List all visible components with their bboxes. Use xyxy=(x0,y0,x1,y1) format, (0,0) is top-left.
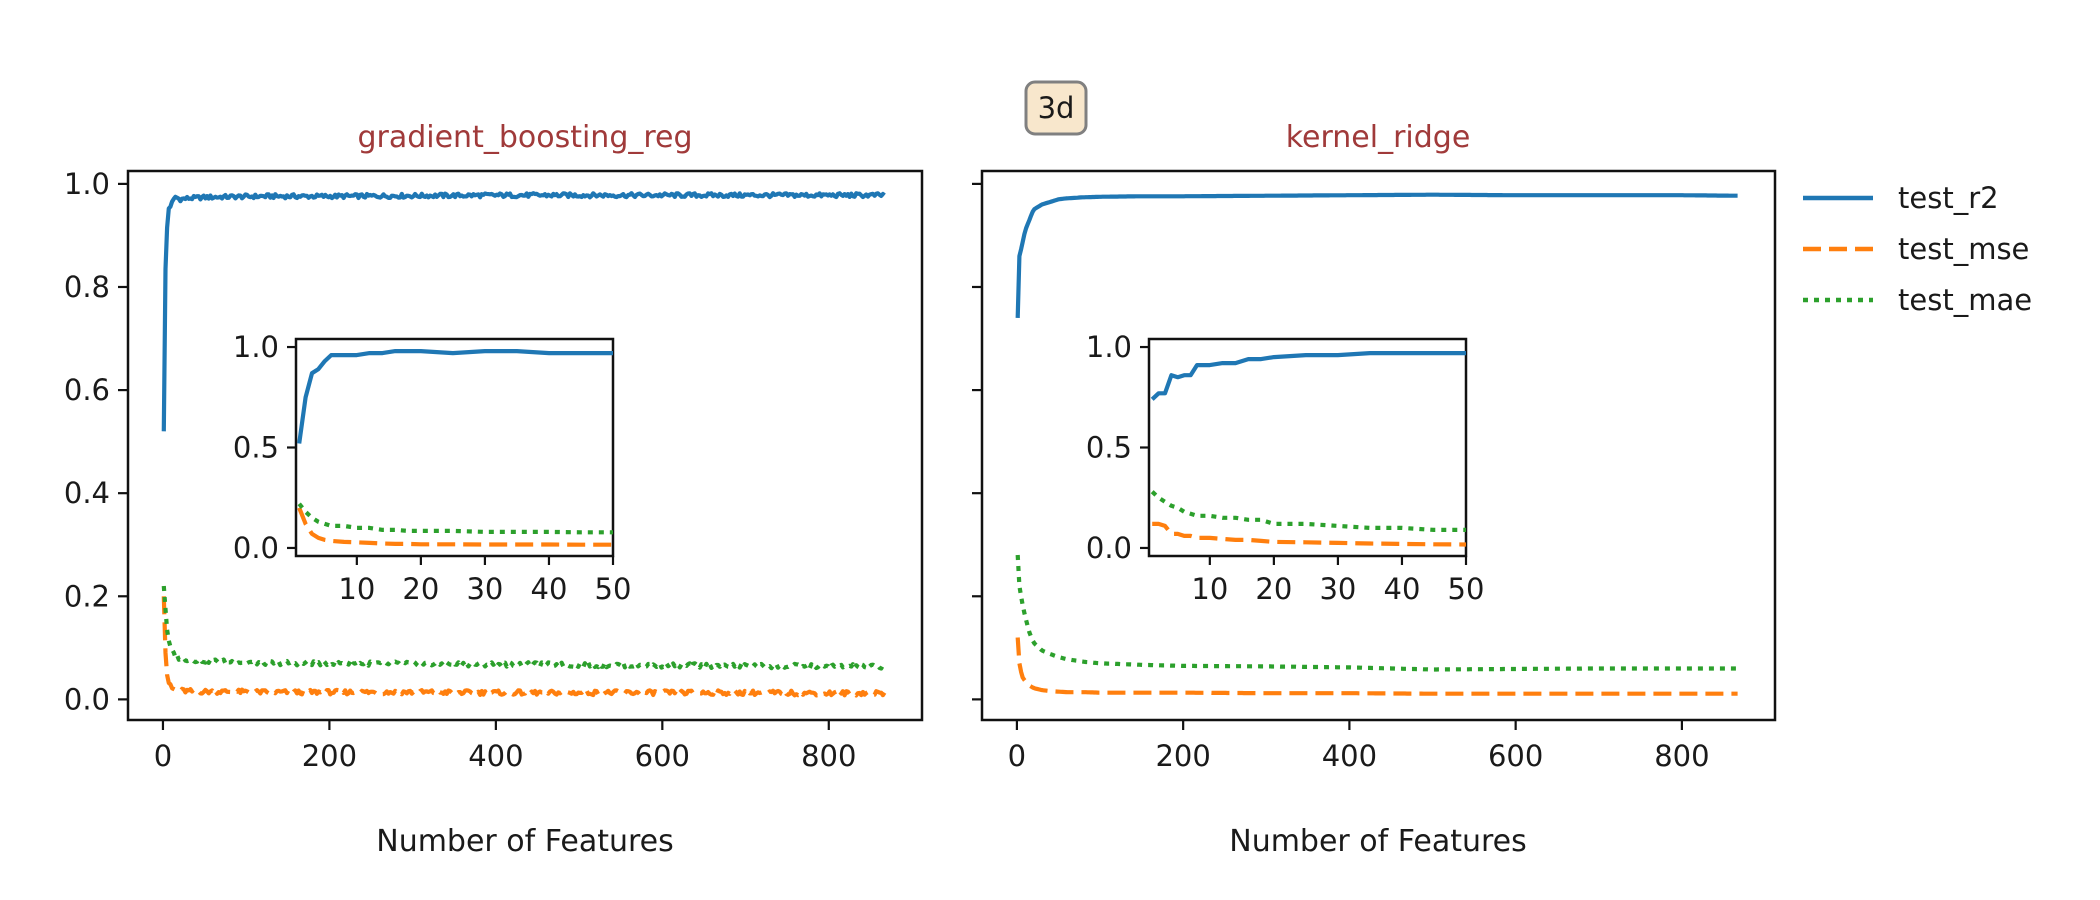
series-line-test_mae xyxy=(297,502,613,535)
x-tick-label: 200 xyxy=(302,739,357,773)
series-line-test_mse xyxy=(1015,637,1738,696)
x-tick-label: 30 xyxy=(466,572,503,606)
y-tick-label: 1.0 xyxy=(1086,330,1132,364)
y-tick-label: 0.8 xyxy=(64,270,110,304)
badge: 3d xyxy=(1024,80,1088,136)
y-tick-label: 0.0 xyxy=(64,682,110,716)
y-tick-label: 0.6 xyxy=(64,373,110,407)
series-line-test_r2 xyxy=(1015,192,1738,318)
x-tick-label: 0 xyxy=(1008,739,1026,773)
x-tick-label: 200 xyxy=(1155,739,1210,773)
x-axis-label: Number of Features xyxy=(1229,824,1527,859)
x-tick-label: 40 xyxy=(531,572,568,606)
series-line-test_r2 xyxy=(1150,351,1466,401)
x-axis-label: Number of Features xyxy=(376,824,674,859)
y-tick-label: 0.0 xyxy=(233,531,279,565)
series-line-test_mse xyxy=(161,596,887,698)
inset-background xyxy=(1149,339,1466,556)
x-tick-label: 50 xyxy=(1448,572,1485,606)
y-tick-label: 0.4 xyxy=(64,476,110,510)
axes-frame xyxy=(126,169,924,722)
inset-plot: 10 20 30 40 50 0.0 0.5 1.0 xyxy=(1086,330,1485,606)
x-tick-label: 800 xyxy=(1654,739,1709,773)
x-tick-label: 30 xyxy=(1319,572,1356,606)
x-tick-label: 10 xyxy=(1191,572,1228,606)
legend-item: test_r2 xyxy=(1803,181,1999,215)
legend-label: test_mse xyxy=(1898,232,2029,266)
series-line-test_mae xyxy=(1150,490,1466,532)
x-tick-label: 20 xyxy=(402,572,439,606)
y-tick-label: 0.5 xyxy=(233,431,279,465)
axes-frame xyxy=(980,169,1777,722)
legend-item: test_mae xyxy=(1803,283,2032,317)
y-tick-label: 1.0 xyxy=(64,167,110,201)
x-tick-label: 400 xyxy=(468,739,523,773)
series-line-test_mae xyxy=(161,585,887,671)
y-tick-label: 1.0 xyxy=(233,330,279,364)
badge-box xyxy=(1024,80,1088,136)
panel-title: gradient_boosting_reg xyxy=(357,120,692,155)
y-tick-label: 0.2 xyxy=(64,579,110,613)
panel-left: gradient_boosting_reg 0 200 400 600 800 0.0 0.… xyxy=(64,120,924,859)
series-line-test_mae xyxy=(1015,554,1738,672)
series-line-test_mse xyxy=(1152,521,1466,547)
legend: test_r2 test_mse test_mae xyxy=(1803,181,2032,317)
y-tick-label: 0.5 xyxy=(1086,431,1132,465)
series-line-test_mse xyxy=(297,507,613,547)
plot-area: 0 200 400 600 800 0.0 0.2 0.4 0.6 0.8 1.0 10 20 30 40 5… xyxy=(64,167,924,773)
x-tick-label: 400 xyxy=(1322,739,1377,773)
legend-label: test_r2 xyxy=(1898,181,1999,215)
x-tick-label: 600 xyxy=(1488,739,1543,773)
plot-area: 0 200 400 600 800 10 20 30 40 50 0.0 0.5 1.0 xyxy=(972,169,1777,773)
x-tick-label: 600 xyxy=(635,739,690,773)
series-line-test_r2 xyxy=(161,191,886,432)
x-tick-label: 50 xyxy=(595,572,632,606)
panel-title: kernel_ridge xyxy=(1286,120,1471,155)
inset-background xyxy=(296,339,613,556)
x-tick-label: 0 xyxy=(154,739,172,773)
x-tick-label: 40 xyxy=(1384,572,1421,606)
series-line-test_r2 xyxy=(297,349,613,444)
x-tick-label: 10 xyxy=(338,572,375,606)
x-tick-label: 20 xyxy=(1255,572,1292,606)
legend-label: test_mae xyxy=(1898,283,2032,317)
x-tick-label: 800 xyxy=(801,739,856,773)
inset-plot: 10 20 30 40 50 0.0 0.5 1.0 xyxy=(233,330,632,606)
legend-item: test_mse xyxy=(1803,232,2029,266)
y-tick-label: 0.0 xyxy=(1086,531,1132,565)
badge-label: 3d xyxy=(1038,91,1075,125)
